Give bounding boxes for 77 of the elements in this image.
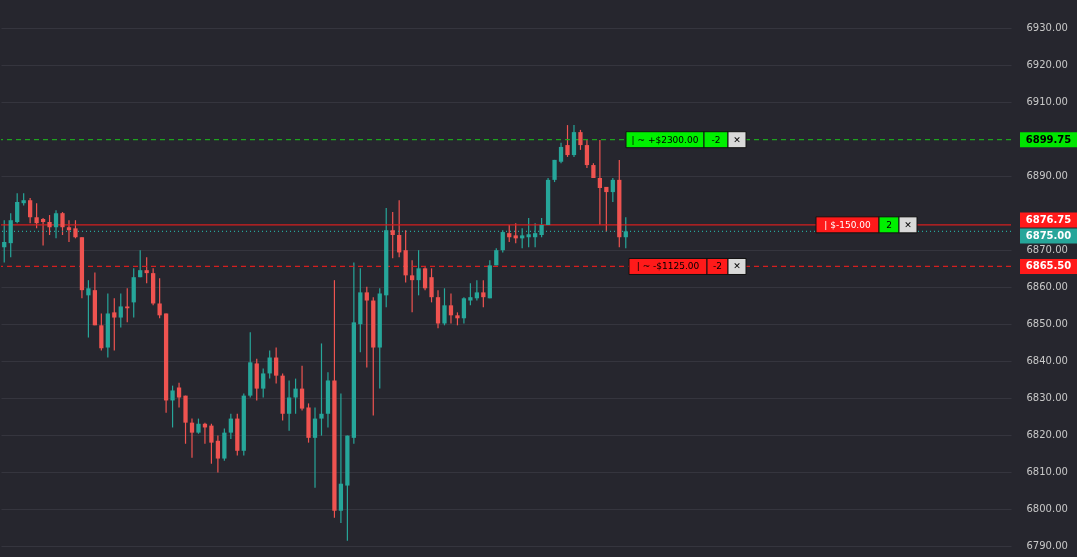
candlestick bbox=[319, 342, 324, 437]
annotation: | ~ -$1125.00 bbox=[636, 261, 700, 272]
candlestick bbox=[409, 259, 415, 313]
ref-line-label: 6875.00 bbox=[1025, 230, 1072, 242]
candlestick bbox=[170, 385, 175, 429]
y-tick-label: 6850.00 bbox=[1026, 318, 1068, 330]
y-tick-label: 6890.00 bbox=[1026, 170, 1068, 182]
annotation: ✕ bbox=[733, 134, 741, 145]
candlestick bbox=[157, 277, 162, 319]
candlestick bbox=[28, 197, 33, 224]
candlestick bbox=[118, 292, 123, 329]
candlestick bbox=[610, 177, 615, 203]
y-tick-label: 6820.00 bbox=[1026, 429, 1068, 441]
candlestick bbox=[422, 266, 428, 291]
candlestick bbox=[228, 413, 233, 440]
candlestick bbox=[261, 368, 266, 399]
candlestick bbox=[416, 249, 421, 296]
candlestick bbox=[144, 256, 149, 284]
candlestick bbox=[558, 142, 564, 164]
candlestick bbox=[390, 211, 395, 259]
y-tick-label: 6840.00 bbox=[1026, 355, 1068, 367]
candlestick bbox=[571, 124, 577, 158]
candlestick bbox=[125, 287, 130, 323]
candlestick bbox=[15, 192, 20, 224]
annotation: -2 bbox=[711, 134, 721, 145]
candlestick bbox=[468, 282, 473, 306]
candlestick bbox=[474, 279, 479, 302]
y-tick-label: 6910.00 bbox=[1026, 96, 1068, 108]
y-tick-label: 6860.00 bbox=[1026, 281, 1068, 293]
y-tick-label: 6830.00 bbox=[1026, 392, 1068, 404]
candlestick bbox=[513, 222, 518, 244]
candlestick bbox=[584, 139, 590, 169]
annotation: 2 bbox=[886, 219, 892, 230]
annotation: | ~ +$2300.00 bbox=[631, 134, 699, 145]
candlestick bbox=[461, 296, 467, 325]
candlestick bbox=[597, 139, 603, 226]
candlestick bbox=[176, 382, 182, 409]
candlestick bbox=[47, 214, 52, 236]
y-tick-label: 6810.00 bbox=[1026, 466, 1068, 478]
candlestick bbox=[578, 129, 583, 151]
candlestick bbox=[86, 279, 91, 339]
candlestick bbox=[34, 202, 39, 229]
candlestick bbox=[189, 417, 195, 459]
candlestick bbox=[397, 199, 402, 258]
candlestick bbox=[312, 406, 318, 489]
candlestick bbox=[364, 286, 369, 369]
y-tick-label: 6790.00 bbox=[1026, 540, 1068, 552]
candlestick bbox=[448, 292, 454, 325]
candlestick bbox=[209, 423, 214, 465]
y-tick-label: 6930.00 bbox=[1026, 22, 1068, 34]
candlestick bbox=[429, 267, 434, 303]
candlestick bbox=[40, 217, 46, 246]
candlestick bbox=[138, 249, 143, 278]
ref-line-label: 6899.75 bbox=[1025, 133, 1072, 145]
candlestick bbox=[60, 211, 65, 236]
candlestick bbox=[565, 124, 570, 158]
annotation: ✕ bbox=[904, 219, 912, 230]
candlestick bbox=[274, 346, 279, 385]
candlestick bbox=[66, 219, 72, 243]
candlestick bbox=[215, 435, 221, 474]
annotation: | $-150.00 bbox=[824, 219, 871, 230]
annotation: -2 bbox=[713, 261, 722, 272]
ref-line-label: 6876.75 bbox=[1025, 214, 1072, 226]
y-tick-label: 6800.00 bbox=[1026, 503, 1068, 515]
candlestick bbox=[442, 287, 447, 326]
y-tick-label: 6920.00 bbox=[1026, 59, 1068, 71]
y-tick-label: 6870.00 bbox=[1026, 244, 1068, 256]
annotation: ✕ bbox=[733, 261, 741, 272]
candlestick bbox=[99, 312, 104, 352]
candlestick bbox=[286, 379, 292, 432]
candlestick bbox=[73, 219, 78, 239]
candlestick bbox=[481, 279, 486, 308]
candlestick bbox=[293, 378, 298, 415]
candlestick bbox=[604, 186, 609, 233]
candlestick bbox=[112, 297, 117, 352]
candlestick bbox=[299, 365, 305, 412]
ref-line-label: 6865.50 bbox=[1025, 260, 1072, 272]
